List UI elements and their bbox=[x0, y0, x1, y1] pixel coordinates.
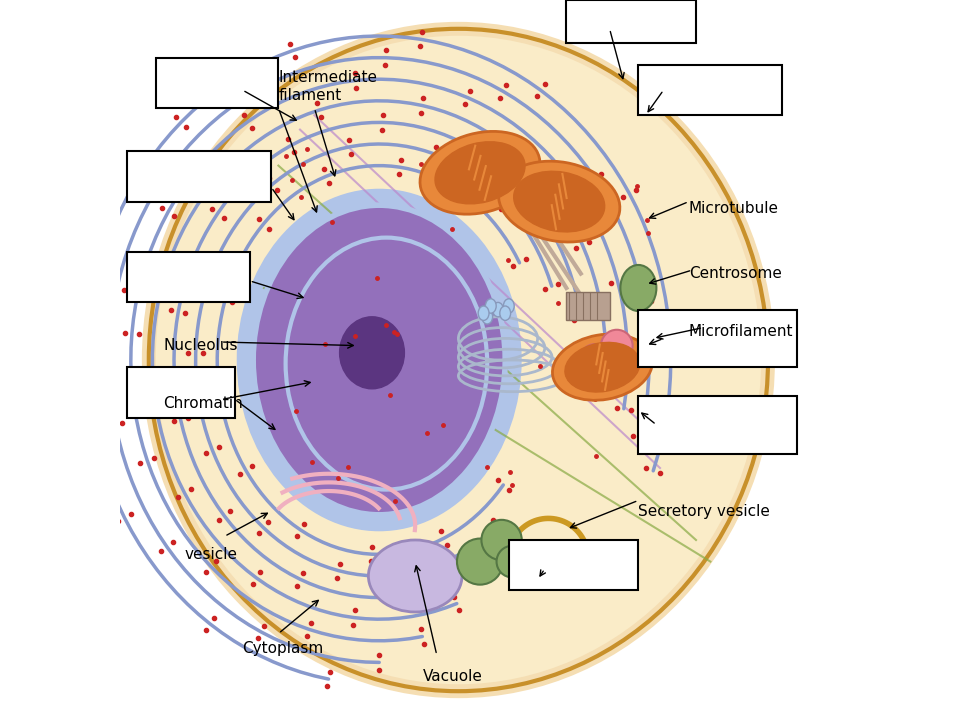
Ellipse shape bbox=[482, 520, 522, 560]
Text: Microtubule: Microtubule bbox=[688, 202, 779, 216]
Text: Vacuole: Vacuole bbox=[422, 670, 482, 684]
Ellipse shape bbox=[492, 302, 503, 317]
Text: Cytoplasm: Cytoplasm bbox=[243, 641, 324, 655]
Text: Centrosome: Centrosome bbox=[688, 266, 781, 281]
Ellipse shape bbox=[486, 299, 496, 313]
Ellipse shape bbox=[482, 310, 492, 324]
Ellipse shape bbox=[420, 131, 540, 215]
Bar bbox=[128, 151, 272, 202]
Text: Intermediate
filament: Intermediate filament bbox=[278, 71, 377, 103]
Text: Chromatin: Chromatin bbox=[163, 396, 243, 410]
Ellipse shape bbox=[498, 161, 620, 242]
Bar bbox=[638, 396, 797, 454]
Ellipse shape bbox=[564, 343, 640, 392]
Ellipse shape bbox=[369, 540, 462, 612]
Ellipse shape bbox=[500, 306, 511, 320]
Ellipse shape bbox=[340, 317, 404, 389]
Text: Nucleolus: Nucleolus bbox=[163, 338, 238, 353]
Ellipse shape bbox=[239, 191, 519, 529]
Ellipse shape bbox=[286, 238, 488, 490]
Ellipse shape bbox=[149, 29, 768, 691]
Bar bbox=[638, 310, 797, 367]
Ellipse shape bbox=[611, 354, 637, 380]
Ellipse shape bbox=[552, 334, 653, 400]
Ellipse shape bbox=[503, 299, 515, 313]
Ellipse shape bbox=[514, 171, 605, 232]
Ellipse shape bbox=[478, 306, 489, 320]
Ellipse shape bbox=[253, 205, 505, 515]
Text: Microfilament: Microfilament bbox=[688, 324, 793, 338]
Bar bbox=[128, 252, 250, 302]
Text: Secretory vesicle: Secretory vesicle bbox=[638, 504, 770, 518]
Ellipse shape bbox=[496, 546, 528, 577]
Ellipse shape bbox=[620, 265, 657, 311]
Ellipse shape bbox=[601, 330, 633, 361]
Bar bbox=[566, 0, 696, 43]
Bar bbox=[156, 58, 278, 108]
Ellipse shape bbox=[435, 142, 525, 204]
Bar bbox=[509, 540, 638, 590]
Text: vesicle: vesicle bbox=[185, 547, 238, 562]
Bar bbox=[128, 367, 235, 418]
Bar bbox=[566, 292, 610, 320]
Ellipse shape bbox=[580, 344, 612, 376]
Ellipse shape bbox=[457, 539, 503, 585]
Bar bbox=[638, 65, 782, 115]
